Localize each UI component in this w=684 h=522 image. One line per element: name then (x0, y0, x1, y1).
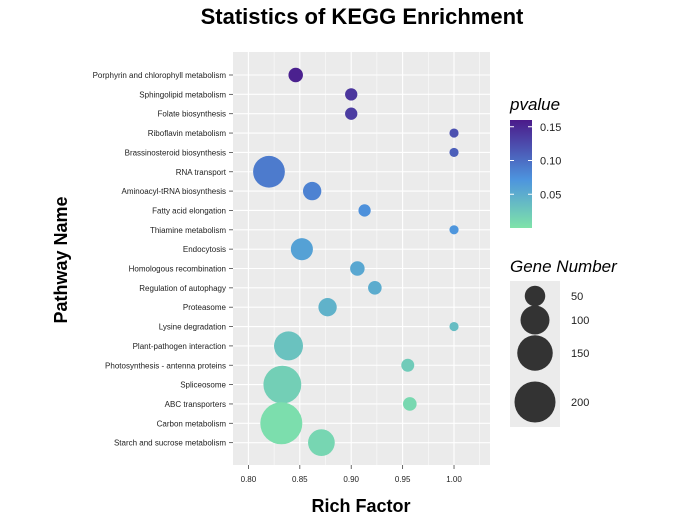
y-axis-title: Pathway Name (51, 196, 71, 323)
data-point (318, 298, 337, 317)
pvalue-legend-ticks: 0.15 0.10 0.05 (510, 122, 561, 201)
y-tick-label: Homologous recombination (129, 265, 226, 274)
chart-title: Statistics of KEGG Enrichment (201, 4, 524, 29)
data-point (263, 365, 302, 404)
y-tick-label: Endocytosis (183, 245, 226, 254)
gene-number-legend-circle (517, 335, 553, 371)
data-point (274, 331, 304, 361)
y-tick-label: Brassinosteroid biosynthesis (125, 148, 226, 157)
data-point (449, 225, 459, 235)
gene-number-legend-circle (524, 285, 546, 307)
y-tick-label: Proteasome (183, 303, 227, 312)
x-tick-label: 0.90 (343, 475, 359, 484)
gene-number-legend-label: 150 (571, 348, 589, 360)
gene-number-legend-label: 50 (571, 291, 583, 303)
data-point (345, 88, 358, 101)
gene-number-legend-label: 100 (571, 315, 589, 327)
y-tick-label: Fatty acid elongation (152, 206, 226, 215)
y-tick-label: RNA transport (176, 168, 227, 177)
x-axis-title: Rich Factor (311, 496, 410, 516)
data-point (449, 147, 459, 157)
y-tick-label: Carbon metabolism (157, 419, 227, 428)
y-tick-label: Thiamine metabolism (150, 226, 226, 235)
data-point (345, 107, 358, 120)
y-tick-label: Spliceosome (180, 381, 226, 390)
data-point (449, 128, 459, 138)
y-tick-label: Plant-pathogen interaction (133, 342, 226, 351)
x-axis-tick-labels: 0.80 0.85 0.90 0.95 1.00 (241, 465, 462, 484)
data-point (308, 429, 335, 457)
y-tick-label: Sphingolipid metabolism (139, 90, 226, 99)
y-tick-label: Starch and sucrose metabolism (114, 439, 226, 448)
data-point (449, 321, 459, 332)
y-tick-label: Aminoacyl-tRNA biosynthesis (122, 187, 226, 196)
pvalue-tick-label: 0.05 (540, 189, 561, 201)
pvalue-tick-label: 0.15 (540, 122, 561, 134)
gene-number-legend-circle (514, 381, 556, 423)
gene-number-legend: Gene Number 50 100 150 200 (510, 257, 618, 427)
gene-number-legend-items: 50 100 150 200 (514, 285, 589, 423)
x-tick-label: 0.80 (241, 475, 257, 484)
pvalue-colorbar (510, 120, 532, 228)
y-tick-label: Porphyrin and chlorophyll metabolism (93, 71, 227, 80)
grid-lines (233, 52, 490, 465)
x-tick-label: 1.00 (446, 475, 462, 484)
data-points (253, 67, 459, 457)
x-tick-label: 0.95 (395, 475, 411, 484)
x-tick-label: 0.85 (292, 475, 308, 484)
data-point (302, 181, 322, 201)
data-point (401, 358, 415, 372)
y-tick-label: Lysine degradation (159, 323, 226, 332)
data-point (368, 281, 382, 295)
y-tick-label: Regulation of autophagy (139, 284, 226, 293)
pvalue-legend-title: pvalue (509, 95, 560, 114)
gene-number-legend-title: Gene Number (510, 257, 618, 276)
data-point (253, 155, 285, 188)
data-point (260, 402, 303, 445)
data-point (350, 261, 365, 276)
data-point (290, 238, 313, 261)
pvalue-legend: pvalue 0.15 0.10 0.05 (509, 95, 561, 228)
y-tick-label: Folate biosynthesis (158, 110, 226, 119)
data-point (288, 67, 303, 83)
pvalue-tick-label: 0.10 (540, 156, 561, 168)
data-point (403, 397, 417, 411)
y-tick-label: Photosynthesis - antenna proteins (105, 361, 226, 370)
gene-number-legend-label: 200 (571, 397, 589, 409)
y-axis-tick-labels: Porphyrin and chlorophyll metabolism Sphi… (93, 71, 233, 448)
data-point (358, 204, 371, 217)
y-tick-label: Riboflavin metabolism (148, 129, 227, 138)
y-tick-label: ABC transporters (165, 400, 226, 409)
gene-number-legend-circle (520, 305, 550, 335)
